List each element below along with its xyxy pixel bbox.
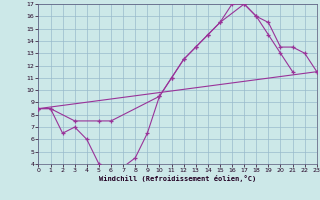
X-axis label: Windchill (Refroidissement éolien,°C): Windchill (Refroidissement éolien,°C)	[99, 175, 256, 182]
